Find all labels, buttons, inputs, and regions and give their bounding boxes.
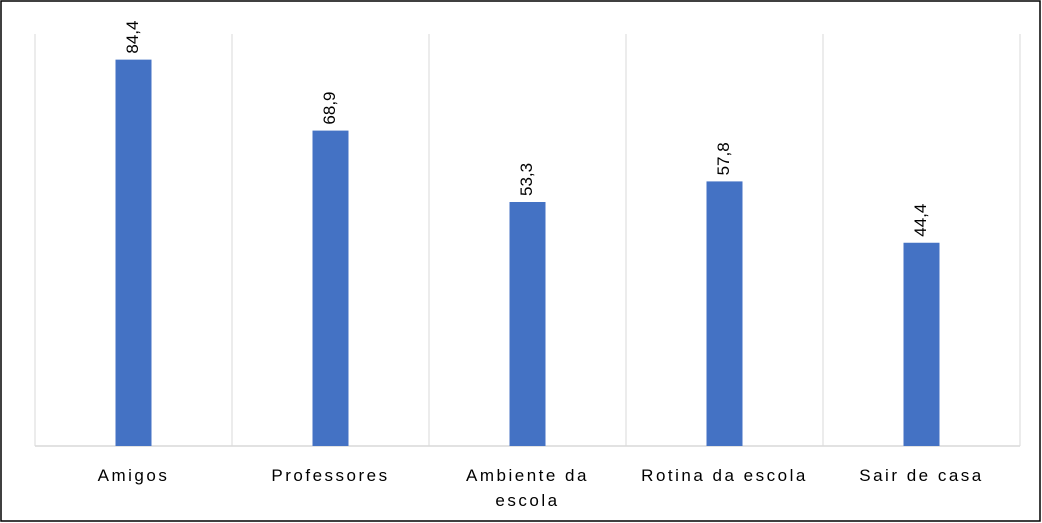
x-tick-label: Ambiente da escola [466,466,589,510]
data-label: 84,4 [123,21,142,54]
bar [903,242,940,446]
bar [312,130,349,446]
data-label: 44,4 [911,204,930,237]
data-label: 68,9 [320,91,339,124]
bar [509,202,546,446]
data-label: 57,8 [714,142,733,175]
x-tick-label: Professores [271,466,390,485]
x-tick-label: Sair de casa [859,466,984,485]
data-label: 53,3 [517,163,536,196]
bar [115,59,152,446]
bar [706,181,743,446]
x-tick-label: Rotina da escola [641,466,808,485]
x-tick-label: Amigos [97,466,170,485]
